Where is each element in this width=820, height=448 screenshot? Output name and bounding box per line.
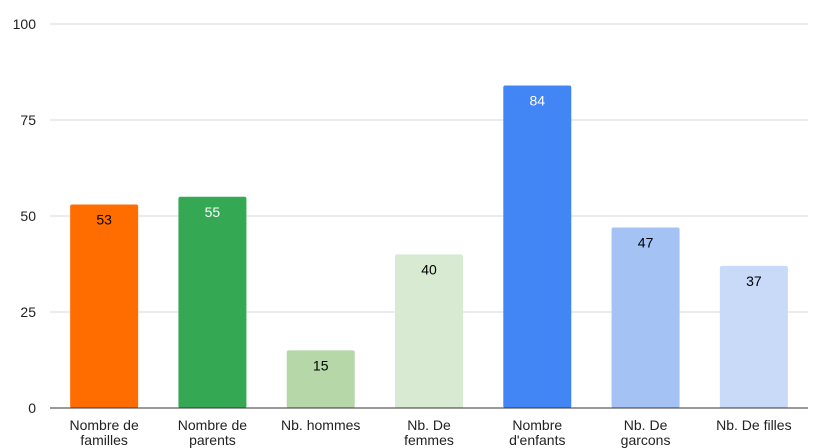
bar [178, 196, 247, 408]
data-label: 53 [96, 211, 112, 227]
y-tick-label: 0 [28, 400, 36, 416]
x-axis-tick-labels: Nombre de familles Nombre de parents Nb. hom… [70, 417, 792, 448]
bar [503, 85, 572, 408]
x-tick-label: Nb. hommes [281, 417, 360, 433]
bar [611, 227, 680, 408]
bars [70, 85, 788, 408]
data-labels: 53 55 15 40 84 47 37 [96, 92, 762, 373]
x-tick-label: Nb. De garcons [621, 417, 671, 448]
data-label: 84 [529, 92, 545, 108]
data-label: 37 [746, 273, 762, 289]
x-tick-label: Nb. De filles [716, 417, 791, 433]
y-tick-label: 25 [20, 304, 36, 320]
bar [395, 254, 463, 408]
bar [286, 350, 355, 408]
y-tick-label: 75 [20, 112, 36, 128]
x-tick-label: Nb. De femmes [404, 417, 454, 448]
y-axis-tick-labels: 0 25 50 75 100 [13, 16, 37, 416]
data-label: 15 [313, 357, 329, 373]
data-label: 40 [421, 261, 437, 277]
bar [719, 265, 788, 408]
bar [70, 204, 139, 408]
x-tick-label: Nombre de familles [70, 417, 139, 448]
x-tick-label: Nombre de parents [178, 417, 247, 448]
y-tick-label: 50 [20, 208, 36, 224]
y-tick-label: 100 [13, 16, 37, 32]
data-label: 55 [205, 204, 221, 220]
x-tick-label: Nombre d'enfants [509, 417, 565, 448]
data-label: 47 [638, 235, 654, 251]
